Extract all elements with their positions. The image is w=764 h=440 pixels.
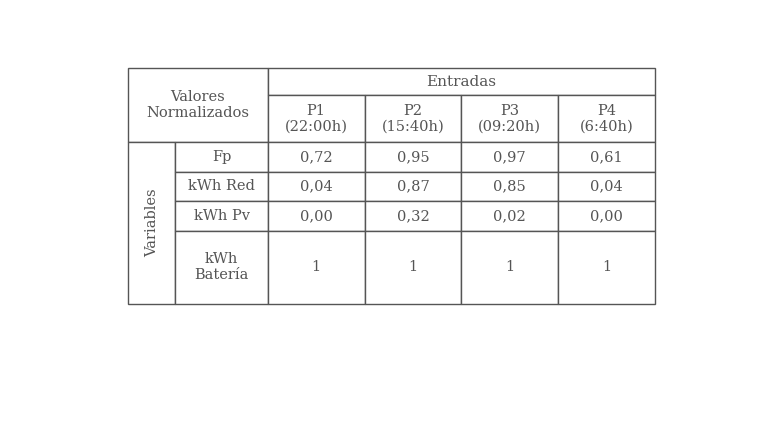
Bar (128, 142, 176, 304)
Bar (461, 201, 558, 231)
Text: 0,87: 0,87 (397, 180, 429, 193)
Bar (461, 95, 558, 142)
Bar (267, 68, 655, 95)
Text: kWh Pv: kWh Pv (193, 209, 250, 223)
Bar (176, 172, 267, 201)
Text: 0,04: 0,04 (299, 180, 332, 193)
Bar (364, 95, 461, 142)
Bar (461, 142, 558, 172)
Text: 0,04: 0,04 (591, 180, 623, 193)
Bar (267, 201, 364, 231)
Bar (461, 172, 558, 201)
Bar (558, 172, 655, 201)
Text: 1: 1 (505, 260, 514, 274)
Bar (176, 231, 267, 304)
Text: 0,95: 0,95 (397, 150, 429, 164)
Bar (558, 95, 655, 142)
Text: 0,02: 0,02 (494, 209, 526, 223)
Text: P4
(6:40h): P4 (6:40h) (580, 103, 633, 134)
Bar (267, 172, 364, 201)
Bar (558, 201, 655, 231)
Text: kWh
Batería: kWh Batería (194, 252, 249, 282)
Bar (364, 231, 461, 304)
Text: 0,85: 0,85 (494, 180, 526, 193)
Bar (461, 231, 558, 304)
Text: 0,97: 0,97 (494, 150, 526, 164)
Text: 1: 1 (312, 260, 321, 274)
Text: kWh Red: kWh Red (188, 180, 255, 193)
Text: P2
(15:40h): P2 (15:40h) (381, 103, 445, 134)
Text: P3
(09:20h): P3 (09:20h) (478, 103, 541, 134)
Text: 1: 1 (602, 260, 611, 274)
Text: 1: 1 (409, 260, 417, 274)
Bar (128, 68, 267, 142)
Bar (364, 172, 461, 201)
Text: 0,61: 0,61 (591, 150, 623, 164)
Bar (267, 231, 364, 304)
Bar (176, 142, 267, 172)
Text: 0,00: 0,00 (299, 209, 332, 223)
Text: 0,32: 0,32 (397, 209, 429, 223)
Bar (267, 95, 364, 142)
Bar (364, 142, 461, 172)
Text: Valores
Normalizados: Valores Normalizados (147, 90, 249, 120)
Bar (267, 142, 364, 172)
Text: Variables: Variables (145, 189, 159, 257)
Text: Entradas: Entradas (426, 75, 497, 88)
Text: 0,72: 0,72 (299, 150, 332, 164)
Text: 0,00: 0,00 (590, 209, 623, 223)
Bar (558, 231, 655, 304)
Bar (176, 201, 267, 231)
Bar (364, 201, 461, 231)
Bar (558, 142, 655, 172)
Text: P1
(22:00h): P1 (22:00h) (285, 103, 348, 134)
Text: Fp: Fp (212, 150, 231, 164)
